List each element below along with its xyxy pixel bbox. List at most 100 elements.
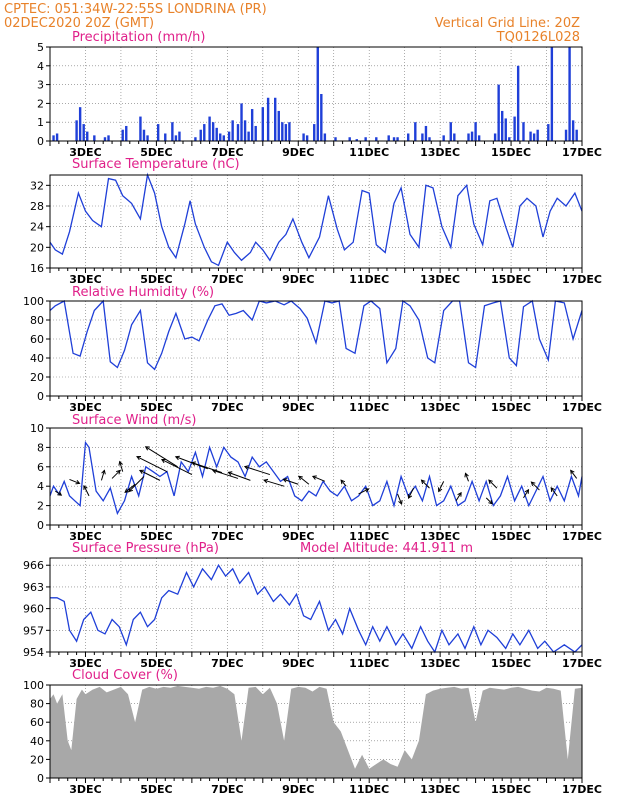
precip-bar bbox=[107, 135, 110, 141]
rh-ytick-label: 100 bbox=[23, 295, 44, 308]
precip-bar bbox=[334, 137, 337, 141]
precip-bar bbox=[536, 129, 539, 141]
precip-bar bbox=[288, 122, 291, 141]
precip-bar bbox=[199, 129, 202, 141]
header-run-time: 02DEC2020 20Z (GMT) bbox=[4, 16, 154, 31]
rh-xtick-label: 11DEC bbox=[349, 401, 389, 414]
wind-arrow-head bbox=[263, 478, 269, 484]
wind-arrow-head bbox=[128, 487, 133, 493]
wind-ytick-label: 8 bbox=[37, 441, 44, 454]
wind-arrow bbox=[228, 471, 251, 481]
cloud-xtick-label: 11DEC bbox=[349, 783, 389, 796]
wind-arrow-head bbox=[340, 479, 346, 485]
rh-border bbox=[49, 300, 583, 397]
wind-arrow bbox=[421, 479, 430, 489]
wind-arrow-head bbox=[138, 469, 144, 474]
pressure-xtick-label: 15DEC bbox=[491, 657, 531, 670]
precip-bar bbox=[568, 47, 571, 141]
pressure-xtick-label: 11DEC bbox=[349, 657, 389, 670]
cloud-border bbox=[49, 684, 583, 779]
precip-xtick-label: 13DEC bbox=[420, 146, 460, 159]
precip-bar bbox=[227, 131, 231, 141]
precip-bar bbox=[146, 135, 149, 141]
humidity-panel: 0 20 40 60 80 100 3DEC 5DEC 7DEC 9DEC 11DEC 13DEC 15… bbox=[23, 285, 602, 414]
rh-xtick-label: 15DEC bbox=[491, 401, 531, 414]
wind-xtick-label: 9DEC bbox=[282, 530, 314, 543]
precip-bar bbox=[78, 107, 82, 141]
wind-arrow bbox=[161, 459, 193, 476]
precip-bar bbox=[414, 122, 417, 141]
precip-bar bbox=[396, 137, 399, 141]
pressure-xtick-label: 17DEC bbox=[562, 657, 602, 670]
precip-bar bbox=[501, 110, 504, 141]
wind-arrow-head bbox=[282, 478, 288, 483]
precip-bar bbox=[236, 124, 240, 141]
model-altitude-label: Model Altitude: 441.911 m bbox=[300, 541, 473, 556]
precip-bar bbox=[240, 103, 243, 141]
rh-frame bbox=[49, 300, 583, 397]
precip-bar bbox=[247, 131, 250, 141]
precip-bar bbox=[387, 135, 390, 141]
wind-ytick-label: 0 bbox=[37, 519, 44, 532]
wind-arrow-head bbox=[243, 465, 249, 470]
precip-bar bbox=[211, 122, 215, 141]
temp-ytick-label: 28 bbox=[30, 200, 44, 213]
wind-arrow bbox=[119, 461, 124, 472]
wind-xtick-label: 5DEC bbox=[140, 530, 172, 543]
wind-arrow-head bbox=[438, 487, 443, 493]
wind-arrow-head bbox=[488, 499, 493, 505]
cloud-xtick-label: 7DEC bbox=[211, 783, 243, 796]
precip-bar bbox=[532, 133, 536, 141]
temp-ytick-label: 32 bbox=[30, 179, 44, 192]
cloud-ytick-label: 0 bbox=[37, 772, 44, 785]
wind-arrow bbox=[358, 488, 369, 495]
wind-arrow-head bbox=[398, 499, 403, 505]
wind-arrow bbox=[465, 473, 469, 482]
wind-arrow bbox=[263, 479, 285, 487]
wind-panel: 0 2 4 6 8 10 3DEC 5DEC 7DEC 9DEC 11DEC 13DEC 15DEC 17… bbox=[30, 413, 602, 543]
temp-xtick-label: 13DEC bbox=[420, 273, 460, 286]
precip-bar bbox=[474, 122, 477, 141]
precip-bar bbox=[323, 133, 327, 141]
wind-arrow bbox=[69, 478, 80, 484]
wind-arrow-head bbox=[488, 479, 493, 485]
precip-bar bbox=[504, 118, 507, 141]
pressure-xtick-label: 7DEC bbox=[211, 657, 243, 670]
pressure-ytick-label: 963 bbox=[23, 581, 44, 594]
precip-bar bbox=[575, 129, 578, 141]
wind-arrow-head bbox=[298, 475, 303, 481]
precip-xtick-label: 9DEC bbox=[282, 146, 314, 159]
precip-bar bbox=[281, 122, 284, 141]
precip-bar bbox=[522, 122, 525, 141]
rh-xtick-label: 5DEC bbox=[140, 401, 172, 414]
wind-xtick-label: 3DEC bbox=[69, 530, 101, 543]
wind-xtick-label: 13DEC bbox=[420, 530, 460, 543]
wind-arrow bbox=[312, 475, 326, 482]
precip-bar bbox=[470, 131, 474, 141]
precip-bar bbox=[171, 122, 174, 141]
precip-ytick-label: 1 bbox=[37, 116, 44, 129]
wind-arrow bbox=[111, 470, 121, 479]
wind-arrow bbox=[340, 479, 347, 487]
cloud-area bbox=[50, 685, 582, 778]
precip-bar bbox=[208, 116, 211, 141]
wind-arrow-head bbox=[227, 471, 233, 476]
precip-bar bbox=[477, 135, 481, 141]
rh-xtick-label: 9DEC bbox=[282, 401, 314, 414]
cloud-ytick-label: 60 bbox=[30, 716, 44, 729]
cloud-ytick-label: 40 bbox=[30, 735, 44, 748]
wind-arrow bbox=[298, 475, 310, 485]
wind-arrow-head bbox=[464, 472, 469, 478]
cloud-xtick-label: 17DEC bbox=[562, 783, 602, 796]
wind-arrow bbox=[550, 487, 558, 497]
wind-arrow-head bbox=[550, 487, 556, 492]
rh-ytick-label: 20 bbox=[30, 371, 44, 384]
cloud-cover-title: Cloud Cover (%) bbox=[72, 668, 178, 683]
cloud-ytick-label: 80 bbox=[30, 698, 44, 711]
wind-arrow-head bbox=[118, 460, 123, 466]
precip-bar bbox=[355, 139, 358, 141]
precip-bar bbox=[203, 124, 206, 141]
precip-ytick-label: 3 bbox=[37, 79, 44, 92]
precip-bar bbox=[174, 135, 178, 141]
precip-xtick-label: 5DEC bbox=[140, 146, 172, 159]
